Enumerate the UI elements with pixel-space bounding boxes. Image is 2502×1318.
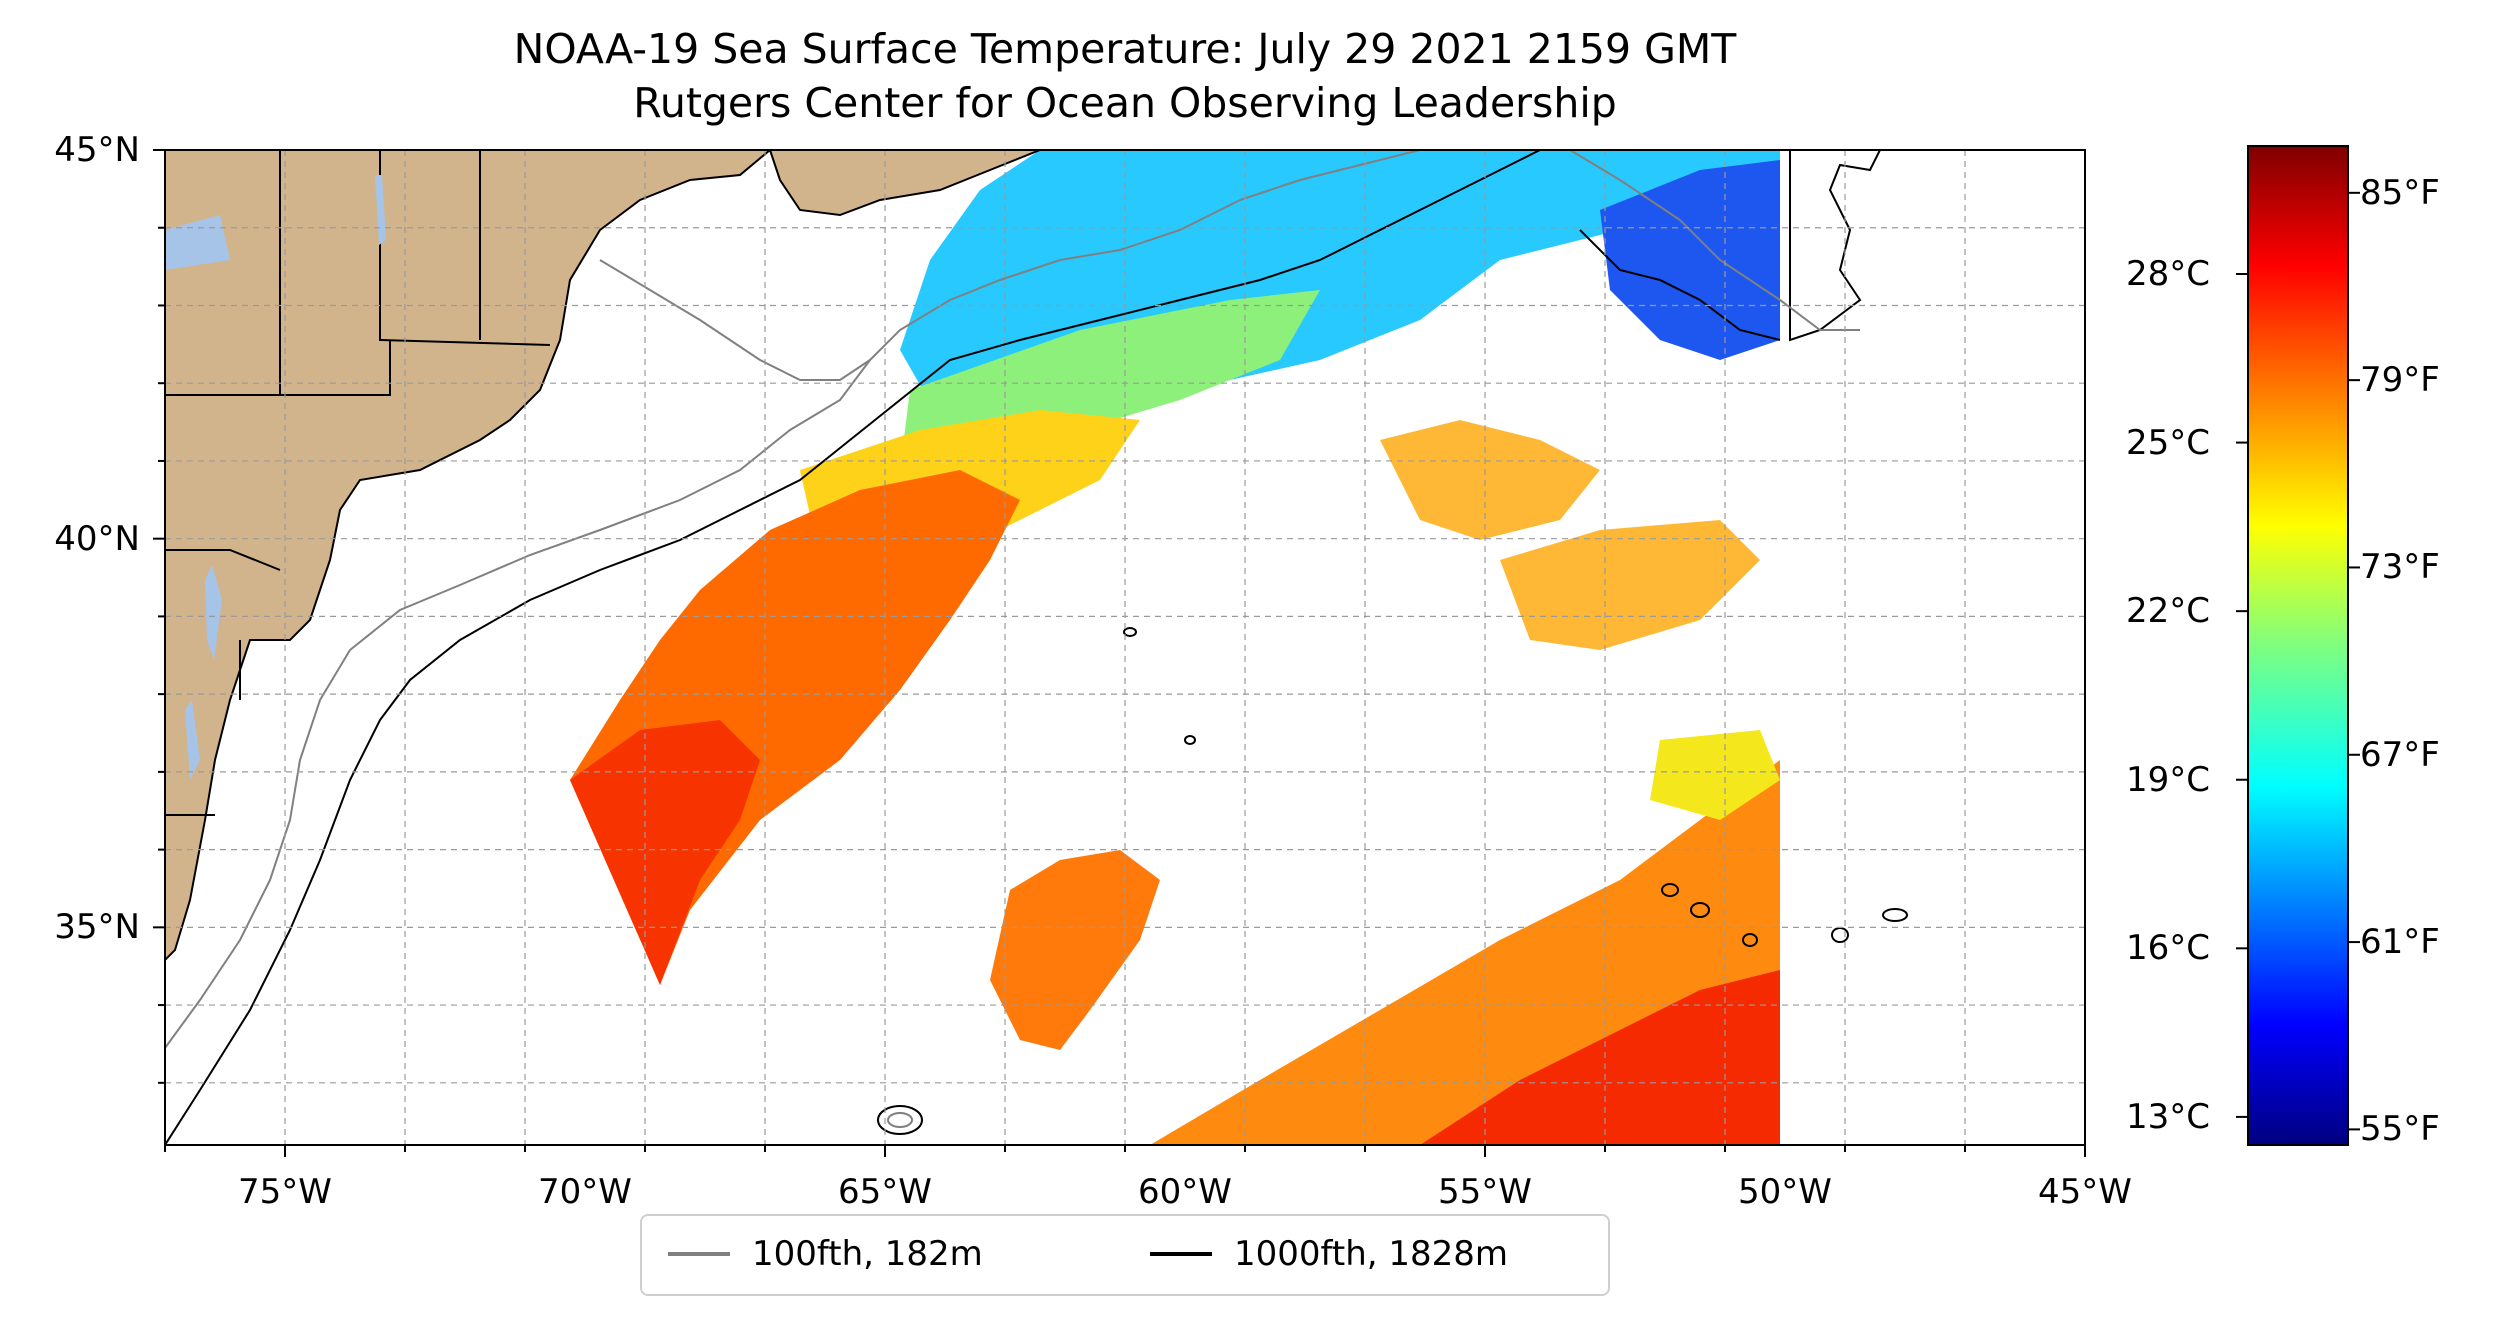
sst-swath-yellow-patch [1650, 730, 1780, 820]
legend-swatch-1000fth [1150, 1252, 1212, 1256]
isobath-100-fathom-gulf [599, 259, 871, 381]
colorbar-label-celsius: 13°C [2125, 1096, 2210, 1137]
map-title: NOAA-19 Sea Surface Temperature: July 29… [513, 25, 1737, 73]
colorbar-label-fahrenheit: 61°F [2360, 922, 2440, 963]
colorbar-label-celsius: 19°C [2125, 759, 2210, 800]
land-masses [165, 150, 1882, 962]
colorbar-label-celsius: 16°C [2125, 928, 2210, 969]
lon-tick-label: 60°W [1138, 1172, 1232, 1212]
colorbar-label-fahrenheit: 79°F [2360, 360, 2440, 401]
land-nova-scotia [768, 150, 1041, 217]
colorbar-gradient [2247, 145, 2349, 1146]
isobath-100-fathom-east [1569, 150, 1860, 331]
lat-tick-label: 35°N [54, 907, 140, 948]
sst-swath-northeast-patches [1380, 420, 1760, 650]
legend-label-1000fth: 1000fth, 1828m [1234, 1234, 1509, 1274]
sst-swath-southeast-red [1420, 970, 1780, 1145]
legend-item-1000fth: 1000fth, 1828m [1150, 1234, 1508, 1274]
lat-tick-label: 45°N [54, 130, 140, 170]
colorbar-label-fahrenheit: 85°F [2360, 172, 2440, 213]
legend-swatch-100fth [668, 1252, 730, 1256]
legend-label-100fth: 100fth, 182m [752, 1234, 983, 1274]
map-frame [164, 149, 2086, 1146]
isobath-1000-fathom [165, 150, 1541, 1145]
colorbar-label-celsius: 25°C [2125, 422, 2210, 463]
sst-swath-central-orange [990, 850, 1160, 1050]
lon-tick-label: 65°W [838, 1172, 932, 1212]
isobath-100-fathom [165, 150, 1421, 1049]
colorbar-label-celsius: 22°C [2125, 591, 2210, 632]
lon-tick-label: 75°W [238, 1172, 332, 1212]
sst-imagery [570, 150, 1780, 1145]
isobath-1000-fathom-east [1579, 229, 1781, 341]
lat-tick-label: 40°N [54, 518, 140, 559]
isobath-legend: 100fth, 182m 1000fth, 1828m [640, 1214, 1610, 1296]
axis-ticks [153, 149, 2086, 1157]
lon-tick-label: 70°W [538, 1172, 632, 1212]
sst-swath-west-red [570, 720, 760, 985]
colorbar-ticks [2236, 191, 2360, 1131]
colorbar-label-fahrenheit: 67°F [2360, 734, 2440, 775]
colorbar-label-fahrenheit: 73°F [2360, 547, 2440, 588]
seamount-contours [877, 627, 1908, 1135]
lon-tick-label: 55°W [1438, 1172, 1532, 1212]
colorbar-label-celsius: 28°C [2125, 253, 2210, 294]
lon-tick-label: 45°W [2038, 1172, 2132, 1212]
land-newfoundland-edge [1789, 150, 1882, 342]
colorbar-label-fahrenheit: 55°F [2360, 1109, 2440, 1150]
map-subtitle: Rutgers Center for Ocean Observing Leade… [633, 79, 1617, 127]
land-us-east-coast [165, 150, 772, 962]
inland-water [165, 175, 386, 780]
legend-item-100fth: 100fth, 182m [668, 1234, 983, 1274]
lon-tick-label: 50°W [1738, 1172, 1832, 1212]
sst-swath-north-blue [1600, 160, 1780, 360]
